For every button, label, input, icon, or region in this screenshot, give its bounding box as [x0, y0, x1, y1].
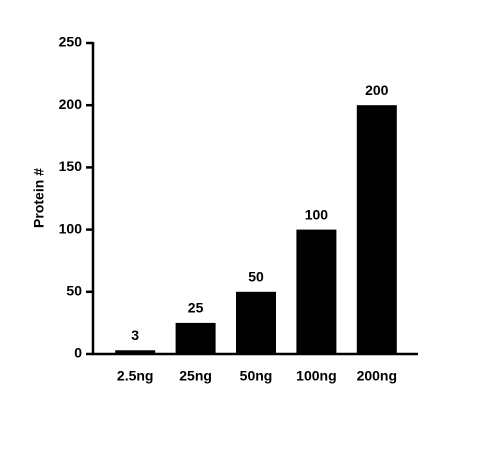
y-tick-label: 250 — [59, 34, 83, 50]
data-label: 100 — [305, 206, 329, 222]
bar — [175, 322, 216, 354]
data-label: 200 — [365, 82, 389, 98]
bar — [296, 229, 337, 354]
y-tick-label: 0 — [74, 345, 82, 361]
data-label: 25 — [188, 300, 204, 316]
y-tick-label: 50 — [66, 283, 82, 299]
bar — [356, 105, 397, 354]
y-tick-label: 150 — [59, 158, 83, 174]
x-tick-label: 50ng — [240, 368, 273, 384]
data-label: 50 — [248, 269, 264, 285]
x-tick-label: 2.5ng — [117, 368, 154, 384]
bar — [236, 291, 276, 354]
y-axis-label: Protein # — [31, 168, 47, 228]
data-label: 3 — [131, 327, 139, 343]
bar — [115, 350, 156, 354]
x-tick-label: 100ng — [296, 368, 336, 384]
x-tick-label: 200ng — [357, 368, 397, 384]
x-tick-label: 25ng — [179, 368, 212, 384]
y-tick-label: 200 — [59, 96, 83, 112]
y-tick-label: 100 — [59, 220, 83, 236]
